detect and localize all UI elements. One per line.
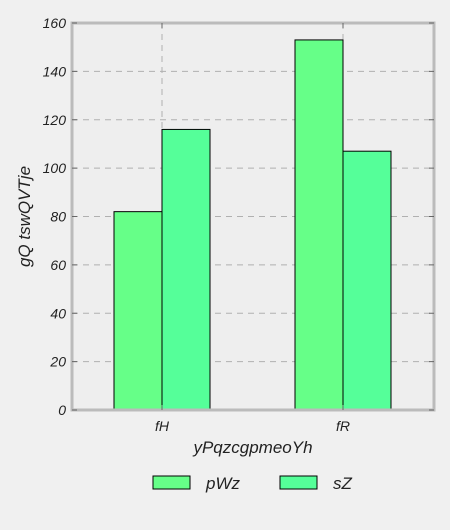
legend: pWz sZ [152,474,353,493]
x-tick-label: fH [155,418,170,434]
x-axis-label: yPqzcgpmeoYh [192,438,312,457]
y-tick-label: 120 [43,112,67,128]
legend-swatch-sZ [279,475,318,490]
y-axis-ticks: 0 20 40 60 80 100 120 140 160 [43,15,434,418]
legend-label-pWz: pWz [205,474,241,493]
bar-pWz-fR [294,39,344,411]
legend-swatch-pWz [152,475,191,490]
x-tick-label: fR [336,418,350,434]
bar-pWz-fH [113,211,163,411]
y-tick-label: 140 [43,63,67,79]
x-axis-ticks: fH fR [155,23,350,434]
y-tick-label: 60 [50,257,66,273]
y-tick-label: 20 [49,354,66,370]
legend-label-sZ: sZ [333,474,353,493]
y-tick-label: 100 [43,160,67,176]
y-tick-label: 0 [58,402,66,418]
y-tick-label: 40 [50,305,66,321]
bars [113,39,392,411]
bar-sZ-fR [342,150,392,411]
y-tick-label: 80 [50,209,66,225]
bar-sZ-fH [161,128,211,411]
y-axis-label: gQ tswQVTje [15,166,34,267]
y-tick-label: 160 [43,15,67,31]
